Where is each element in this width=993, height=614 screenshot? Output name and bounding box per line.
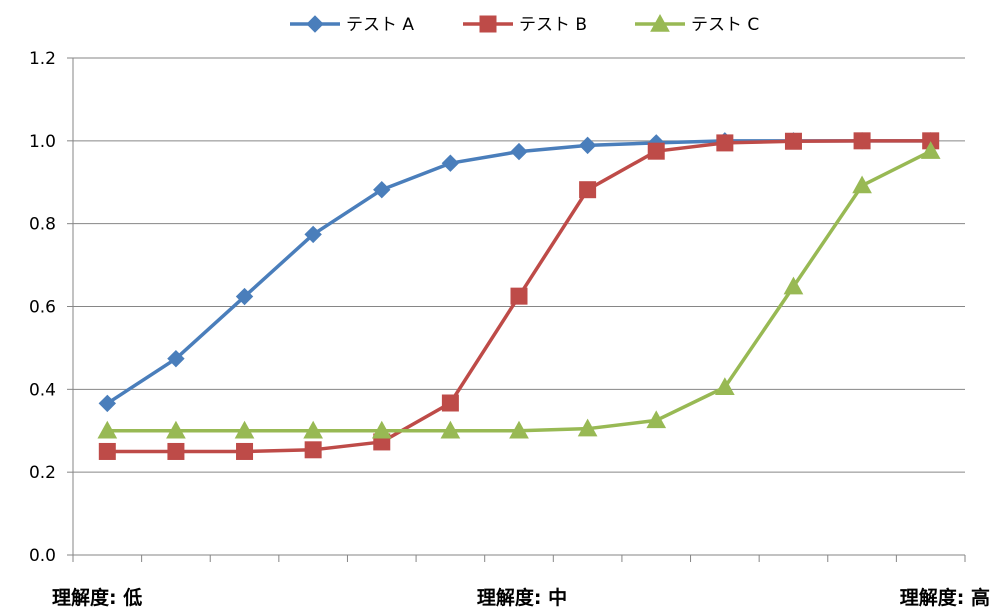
gridlines (73, 57, 965, 473)
legend-label: テスト A (346, 15, 414, 35)
data-point (235, 287, 254, 306)
data-point (98, 394, 117, 413)
data-point (578, 136, 597, 155)
y-tick-label: 0.4 (29, 380, 56, 400)
y-tick-label: 0.6 (29, 298, 56, 318)
legend-marker (479, 15, 497, 33)
legend-label: テスト B (519, 15, 587, 35)
legend-marker (306, 15, 324, 33)
data-point (646, 410, 667, 429)
axes: 0.0 0.2 0.4 0.6 0.8 1.0 1.2 理解度: 低 理解度: 中 理解度: 高 (29, 49, 990, 609)
data-point (441, 394, 459, 412)
y-tick-label: 1.0 (29, 132, 56, 152)
data-point (510, 142, 528, 161)
data-point (234, 420, 255, 439)
series-3 (97, 141, 941, 439)
series-2 (98, 132, 940, 460)
data-point (784, 132, 802, 150)
series-lines (97, 132, 941, 460)
data-point (304, 225, 322, 244)
data-point (98, 442, 116, 460)
y-tick-label: 0.8 (29, 215, 56, 235)
data-point (441, 154, 460, 172)
y-tick-label: 1.2 (29, 49, 56, 69)
x-category-label: 理解度: 低 (52, 586, 142, 609)
legend-item: テスト C (635, 13, 759, 35)
data-point (716, 134, 734, 152)
data-point (579, 181, 597, 199)
data-point (440, 420, 461, 439)
legend-item: テスト A (290, 15, 414, 35)
data-point (783, 276, 804, 295)
data-point (852, 175, 872, 194)
data-point (167, 349, 185, 368)
legend-label: テスト C (691, 15, 759, 35)
data-point (853, 132, 871, 150)
x-category-label: 理解度: 高 (900, 586, 990, 609)
data-point (303, 420, 324, 439)
data-point (577, 418, 598, 437)
data-point (920, 141, 941, 159)
x-category-label: 理解度: 中 (477, 586, 567, 609)
legend: テスト A テスト B テスト C (290, 13, 759, 35)
legend-item: テスト B (463, 15, 587, 35)
data-point (509, 420, 529, 439)
data-point (304, 441, 322, 459)
series-line (105, 139, 933, 406)
data-point (97, 420, 118, 439)
data-point (371, 420, 392, 439)
data-point (373, 180, 391, 199)
data-point (714, 377, 735, 395)
y-tick-label: 0.0 (29, 546, 56, 566)
data-point (236, 442, 254, 460)
data-point (647, 142, 665, 160)
series-1 (98, 132, 940, 413)
data-point (510, 287, 528, 305)
legend-marker (650, 13, 670, 32)
data-point (167, 442, 185, 460)
y-tick-label: 0.2 (29, 463, 56, 483)
data-point (166, 420, 186, 439)
